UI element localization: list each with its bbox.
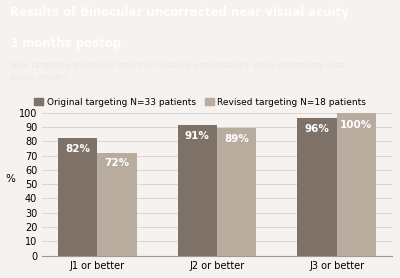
Y-axis label: %: % [6,174,15,184]
Text: 82%: 82% [65,144,90,154]
Bar [297,118,337,256]
Text: 91%: 91% [185,131,210,141]
Text: 96%: 96% [304,124,329,134]
Text: 100%: 100% [340,120,372,130]
Text: New targeting guidelines improve distance predictability while preserving near
v: New targeting guidelines improve distanc… [10,61,344,81]
Text: 3 months postop: 3 months postop [10,37,121,50]
Bar [337,113,376,256]
Bar [58,138,97,256]
Bar [217,128,256,256]
Text: Results of binocular uncorrected near visual acuity: Results of binocular uncorrected near vi… [10,6,349,19]
Bar [97,153,137,256]
Text: 72%: 72% [104,158,130,168]
Legend: Original targeting N=33 patients, Revised targeting N=18 patients: Original targeting N=33 patients, Revise… [30,94,370,110]
Bar [178,125,217,256]
Text: 89%: 89% [224,134,249,144]
